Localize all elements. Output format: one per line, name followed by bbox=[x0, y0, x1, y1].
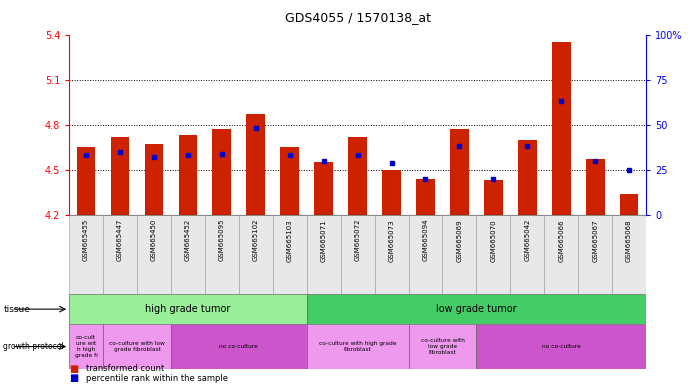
Bar bbox=[382, 170, 401, 215]
Text: GSM665066: GSM665066 bbox=[558, 219, 565, 262]
Text: co-cult
ure wit
h high
grade fi: co-cult ure wit h high grade fi bbox=[75, 335, 97, 358]
Text: no co-culture: no co-culture bbox=[219, 344, 258, 349]
Bar bbox=[442, 215, 476, 294]
Bar bbox=[69, 294, 307, 324]
Bar bbox=[578, 215, 612, 294]
Bar bbox=[450, 129, 468, 215]
Bar bbox=[341, 215, 375, 294]
Bar bbox=[375, 215, 408, 294]
Text: GSM665072: GSM665072 bbox=[354, 219, 361, 262]
Bar bbox=[620, 194, 638, 215]
Text: high grade tumor: high grade tumor bbox=[145, 304, 231, 314]
Text: GSM665073: GSM665073 bbox=[388, 219, 395, 262]
Text: GSM665094: GSM665094 bbox=[422, 219, 428, 262]
Bar bbox=[69, 324, 103, 369]
Bar bbox=[545, 215, 578, 294]
Bar bbox=[307, 324, 408, 369]
Bar bbox=[476, 215, 511, 294]
Bar bbox=[476, 324, 646, 369]
Bar bbox=[408, 215, 442, 294]
Bar bbox=[484, 180, 502, 215]
Text: transformed count: transformed count bbox=[86, 364, 164, 373]
Text: GSM665042: GSM665042 bbox=[524, 219, 530, 262]
Bar bbox=[171, 324, 307, 369]
Text: GSM665452: GSM665452 bbox=[185, 219, 191, 261]
Text: co-culture with
low grade
fibroblast: co-culture with low grade fibroblast bbox=[421, 338, 464, 355]
Text: no co-culture: no co-culture bbox=[542, 344, 580, 349]
Bar bbox=[69, 215, 103, 294]
Bar bbox=[586, 159, 605, 215]
Text: GSM665455: GSM665455 bbox=[83, 219, 89, 261]
Text: GSM665447: GSM665447 bbox=[117, 219, 123, 262]
Text: GSM665068: GSM665068 bbox=[626, 219, 632, 262]
Bar bbox=[314, 162, 333, 215]
Bar bbox=[111, 137, 129, 215]
Text: low grade tumor: low grade tumor bbox=[436, 304, 517, 314]
Bar bbox=[416, 179, 435, 215]
Bar bbox=[213, 129, 231, 215]
Bar bbox=[552, 42, 571, 215]
Bar bbox=[281, 147, 299, 215]
Bar bbox=[247, 114, 265, 215]
Bar bbox=[518, 140, 537, 215]
Text: GDS4055 / 1570138_at: GDS4055 / 1570138_at bbox=[285, 12, 430, 25]
Text: ■: ■ bbox=[69, 364, 78, 374]
Bar bbox=[348, 137, 367, 215]
Bar bbox=[171, 215, 205, 294]
Text: tissue: tissue bbox=[3, 305, 30, 314]
Text: co-culture with high grade
fibroblast: co-culture with high grade fibroblast bbox=[319, 341, 397, 352]
Text: ■: ■ bbox=[69, 373, 78, 383]
Text: GSM665067: GSM665067 bbox=[592, 219, 598, 262]
Text: co-culture with low
grade fibroblast: co-culture with low grade fibroblast bbox=[109, 341, 165, 352]
Text: GSM665450: GSM665450 bbox=[151, 219, 157, 262]
Text: GSM665102: GSM665102 bbox=[253, 219, 258, 262]
Bar bbox=[307, 294, 646, 324]
Bar bbox=[307, 215, 341, 294]
Text: percentile rank within the sample: percentile rank within the sample bbox=[86, 374, 228, 383]
Text: GSM665069: GSM665069 bbox=[457, 219, 462, 262]
Bar bbox=[612, 215, 646, 294]
Bar bbox=[144, 144, 163, 215]
Bar bbox=[239, 215, 273, 294]
Text: GSM665095: GSM665095 bbox=[219, 219, 225, 262]
Bar bbox=[103, 215, 137, 294]
Bar bbox=[273, 215, 307, 294]
Bar bbox=[178, 135, 197, 215]
Text: growth protocol: growth protocol bbox=[3, 342, 64, 351]
Bar bbox=[511, 215, 545, 294]
Bar bbox=[205, 215, 239, 294]
Text: GSM665103: GSM665103 bbox=[287, 219, 293, 262]
Bar bbox=[103, 324, 171, 369]
Bar bbox=[77, 147, 95, 215]
Bar bbox=[408, 324, 476, 369]
Bar bbox=[137, 215, 171, 294]
Text: GSM665071: GSM665071 bbox=[321, 219, 327, 262]
Text: GSM665070: GSM665070 bbox=[491, 219, 496, 262]
